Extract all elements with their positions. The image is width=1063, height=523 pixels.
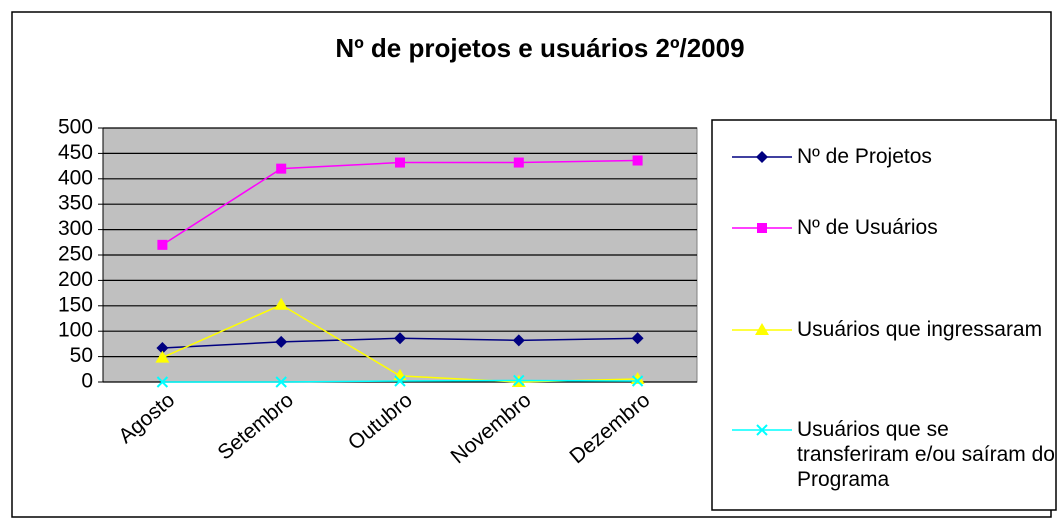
y-tick-label: 100 [58,319,93,342]
legend-label-box: Usuários que ingressaram [797,318,1043,341]
marker [757,223,767,233]
y-tick-label: 450 [58,141,93,164]
marker [275,376,287,388]
marker [395,157,405,168]
marker [632,155,643,166]
y-tick-label: 50 [70,344,93,367]
legend-label-box: Nº de Projetos [797,145,932,168]
marker [156,341,169,354]
marker [274,297,289,310]
marker [155,350,170,363]
y-tick-label: 300 [58,217,93,240]
marker [512,334,525,347]
y-tick-label: 0 [81,370,93,393]
marker [275,335,288,348]
legend-label-box: Nº de Usuários [797,216,938,239]
legend-label: Nº de Usuários [797,216,938,239]
marker [276,163,287,174]
y-tick-label: 400 [58,166,93,189]
marker [513,157,524,168]
marker [631,375,644,387]
marker [631,332,644,345]
marker [755,323,769,335]
marker [156,376,169,388]
marker [394,332,406,345]
y-tick-label: 250 [58,243,93,266]
marker [756,151,768,163]
marker [756,424,768,436]
legend-label-box: Usuários que se transferiram e/ou saíram… [797,418,1055,491]
y-tick-label: 150 [58,293,93,316]
y-tick-label: 350 [58,192,93,215]
legend-label: Usuários que se transferiram e/ou saíram… [797,418,1055,491]
legend-label: Nº de Projetos [797,145,932,168]
chart-title: Nº de projetos e usuários 2º/2009 [335,33,744,63]
y-tick-label: 200 [58,268,93,291]
marker [394,375,406,387]
legend [711,119,1057,511]
marker [157,239,168,250]
legend-label: Usuários que ingressaram [797,318,1043,341]
marker [513,374,525,387]
y-tick-label: 500 [58,116,93,139]
